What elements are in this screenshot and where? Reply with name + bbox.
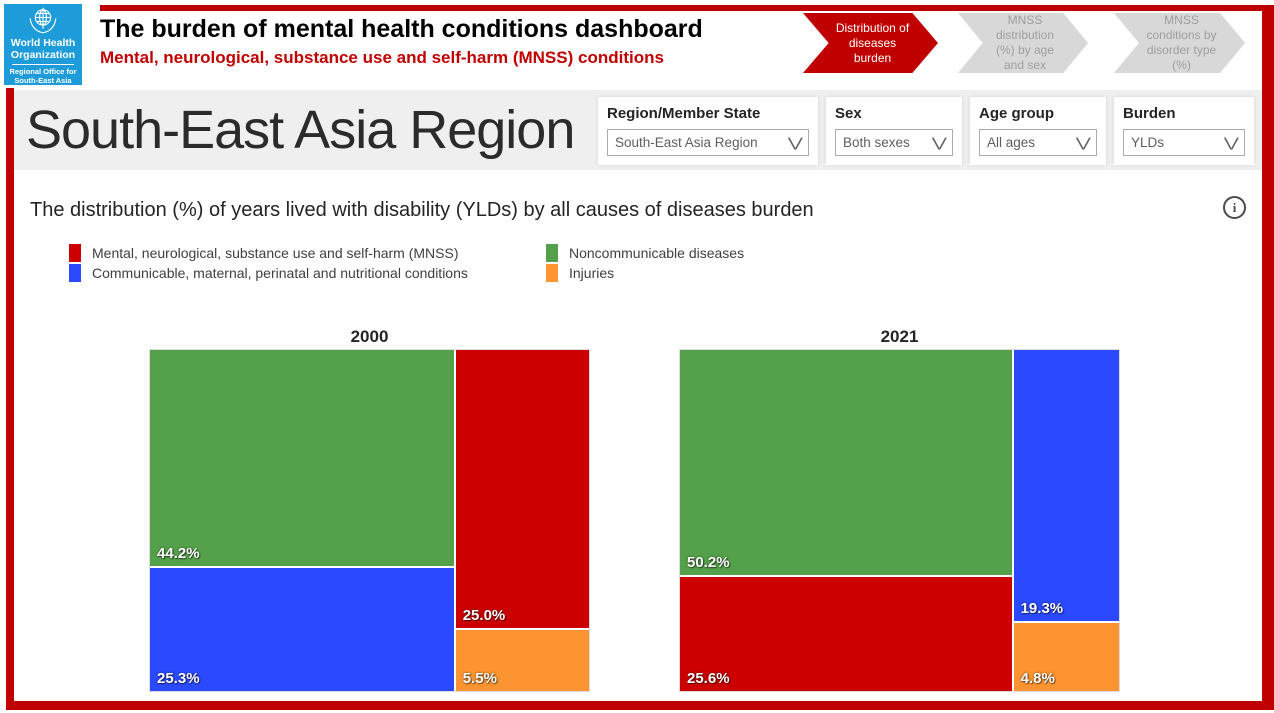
legend-label-ncd: Noncommunicable diseases bbox=[569, 245, 745, 261]
legend-swatch-injuries bbox=[546, 264, 558, 282]
treemap-cell-value: 25.6% bbox=[687, 670, 730, 687]
who-org-name: World Health Organization bbox=[10, 37, 76, 62]
frame-border-left bbox=[6, 88, 14, 710]
who-office-name: Regional Office for South-East Asia bbox=[9, 67, 77, 85]
treemap-column: 44.2% 25.3% bbox=[150, 350, 454, 691]
treemap-cell-ncd[interactable]: 50.2% bbox=[680, 350, 1012, 575]
legend-item-ncd: Noncommunicable diseases bbox=[546, 244, 744, 262]
legend-swatch-cmpn bbox=[69, 264, 81, 282]
treemap-cell-value: 4.8% bbox=[1020, 670, 1055, 687]
header-accent-bar bbox=[100, 5, 1274, 11]
legend-label-mnss: Mental, neurological, substance use and … bbox=[92, 245, 459, 261]
legend-item-cmpn: Communicable, maternal, perinatal and nu… bbox=[69, 264, 468, 282]
legend-swatch-mnss bbox=[69, 244, 81, 262]
logo-divider bbox=[12, 64, 74, 65]
nav-arrow-label: Distribution of diseases burden bbox=[835, 20, 910, 65]
filter-label-region: Region/Member State bbox=[607, 105, 761, 122]
chart-title: The distribution (%) of years lived with… bbox=[30, 199, 814, 221]
treemap-cell-value: 25.0% bbox=[462, 606, 506, 624]
nav-arrow-mnss-distribution-by-age-sex[interactable]: MNSS distribution (%) by age and sex bbox=[958, 13, 1088, 73]
filter-label-age-group: Age group bbox=[979, 105, 1054, 122]
sex-dropdown[interactable]: Both sexes ⋁ bbox=[835, 129, 953, 156]
legend-swatch-ncd bbox=[546, 244, 558, 262]
treemap-year-title-2021: 2021 bbox=[880, 327, 919, 346]
treemap-cell-cmpn[interactable]: 25.3% bbox=[150, 567, 454, 691]
treemap-cell-value: 50.2% bbox=[687, 553, 730, 571]
sex-dropdown-value: Both sexes bbox=[843, 135, 910, 150]
nav-arrow-mnss-conditions-by-disorder-type[interactable]: MNSS conditions by disorder type (%) bbox=[1114, 13, 1245, 73]
filter-card-region: Region/Member State South-East Asia Regi… bbox=[598, 97, 818, 165]
treemap-cell-mnss[interactable]: 25.0% bbox=[455, 350, 589, 628]
treemap-cell-ncd[interactable]: 44.2% bbox=[150, 350, 454, 566]
region-dropdown[interactable]: South-East Asia Region ⋁ bbox=[607, 129, 809, 156]
treemap-column: 19.3% 4.8% bbox=[1013, 350, 1119, 691]
chevron-down-icon: ⋁ bbox=[788, 134, 804, 150]
info-icon[interactable]: i bbox=[1223, 196, 1246, 219]
frame-border-right bbox=[1262, 5, 1274, 710]
treemap-cell-injuries[interactable]: 4.8% bbox=[1013, 623, 1119, 691]
treemap-cell-cmpn[interactable]: 19.3% bbox=[1013, 350, 1119, 622]
treemap-2000: 44.2% 25.3% 25.0% 5.5% bbox=[149, 349, 590, 692]
treemap-column: 25.0% 5.5% bbox=[455, 350, 589, 691]
treemap-cell-mnss[interactable]: 25.6% bbox=[680, 576, 1012, 691]
burden-dropdown[interactable]: YLDs ⋁ bbox=[1123, 129, 1245, 156]
chevron-down-icon: ⋁ bbox=[1076, 134, 1092, 150]
treemap-cell-value: 25.3% bbox=[157, 670, 200, 687]
nav-arrow-label: MNSS distribution (%) by age and sex bbox=[995, 13, 1055, 72]
region-dropdown-value: South-East Asia Region bbox=[615, 135, 758, 150]
filter-label-sex: Sex bbox=[835, 105, 862, 122]
filter-card-burden: Burden YLDs ⋁ bbox=[1114, 97, 1254, 165]
age-group-dropdown-value: All ages bbox=[987, 135, 1036, 150]
treemap-cell-value: 19.3% bbox=[1020, 600, 1064, 618]
dashboard-title: The burden of mental health conditions d… bbox=[100, 15, 703, 43]
dashboard-subtitle: Mental, neurological, substance use and … bbox=[100, 48, 664, 67]
filters-band: South-East Asia Region Region/Member Sta… bbox=[14, 90, 1262, 170]
treemap-cell-value: 5.5% bbox=[462, 670, 497, 687]
burden-dropdown-value: YLDs bbox=[1131, 135, 1165, 150]
legend-label-injuries: Injuries bbox=[569, 265, 615, 281]
treemap-year-title-2000: 2000 bbox=[350, 327, 389, 346]
chevron-down-icon: ⋁ bbox=[1224, 134, 1240, 150]
who-emblem-icon bbox=[29, 7, 57, 34]
nav-arrow-label: MNSS conditions by disorder type (%) bbox=[1146, 13, 1217, 72]
treemap-cell-value: 44.2% bbox=[157, 544, 200, 562]
filter-label-burden: Burden bbox=[1123, 105, 1176, 122]
legend-item-mnss: Mental, neurological, substance use and … bbox=[69, 244, 459, 262]
frame-border-bottom bbox=[6, 701, 1274, 710]
nav-arrow-distribution-of-diseases-burden[interactable]: Distribution of diseases burden bbox=[803, 13, 938, 73]
treemap-cell-injuries[interactable]: 5.5% bbox=[455, 629, 589, 691]
age-group-dropdown[interactable]: All ages ⋁ bbox=[979, 129, 1097, 156]
filter-card-age-group: Age group All ages ⋁ bbox=[970, 97, 1106, 165]
filter-card-sex: Sex Both sexes ⋁ bbox=[826, 97, 962, 165]
treemap-2021: 50.2% 25.6% 19.3% 4.8% bbox=[679, 349, 1120, 692]
region-title: South-East Asia Region bbox=[26, 100, 575, 160]
legend-item-injuries: Injuries bbox=[546, 264, 614, 282]
who-logo: World Health Organization Regional Offic… bbox=[4, 4, 82, 85]
chevron-down-icon: ⋁ bbox=[932, 134, 948, 150]
legend-label-cmpn: Communicable, maternal, perinatal and nu… bbox=[92, 265, 468, 281]
treemap-column: 50.2% 25.6% bbox=[680, 350, 1012, 691]
